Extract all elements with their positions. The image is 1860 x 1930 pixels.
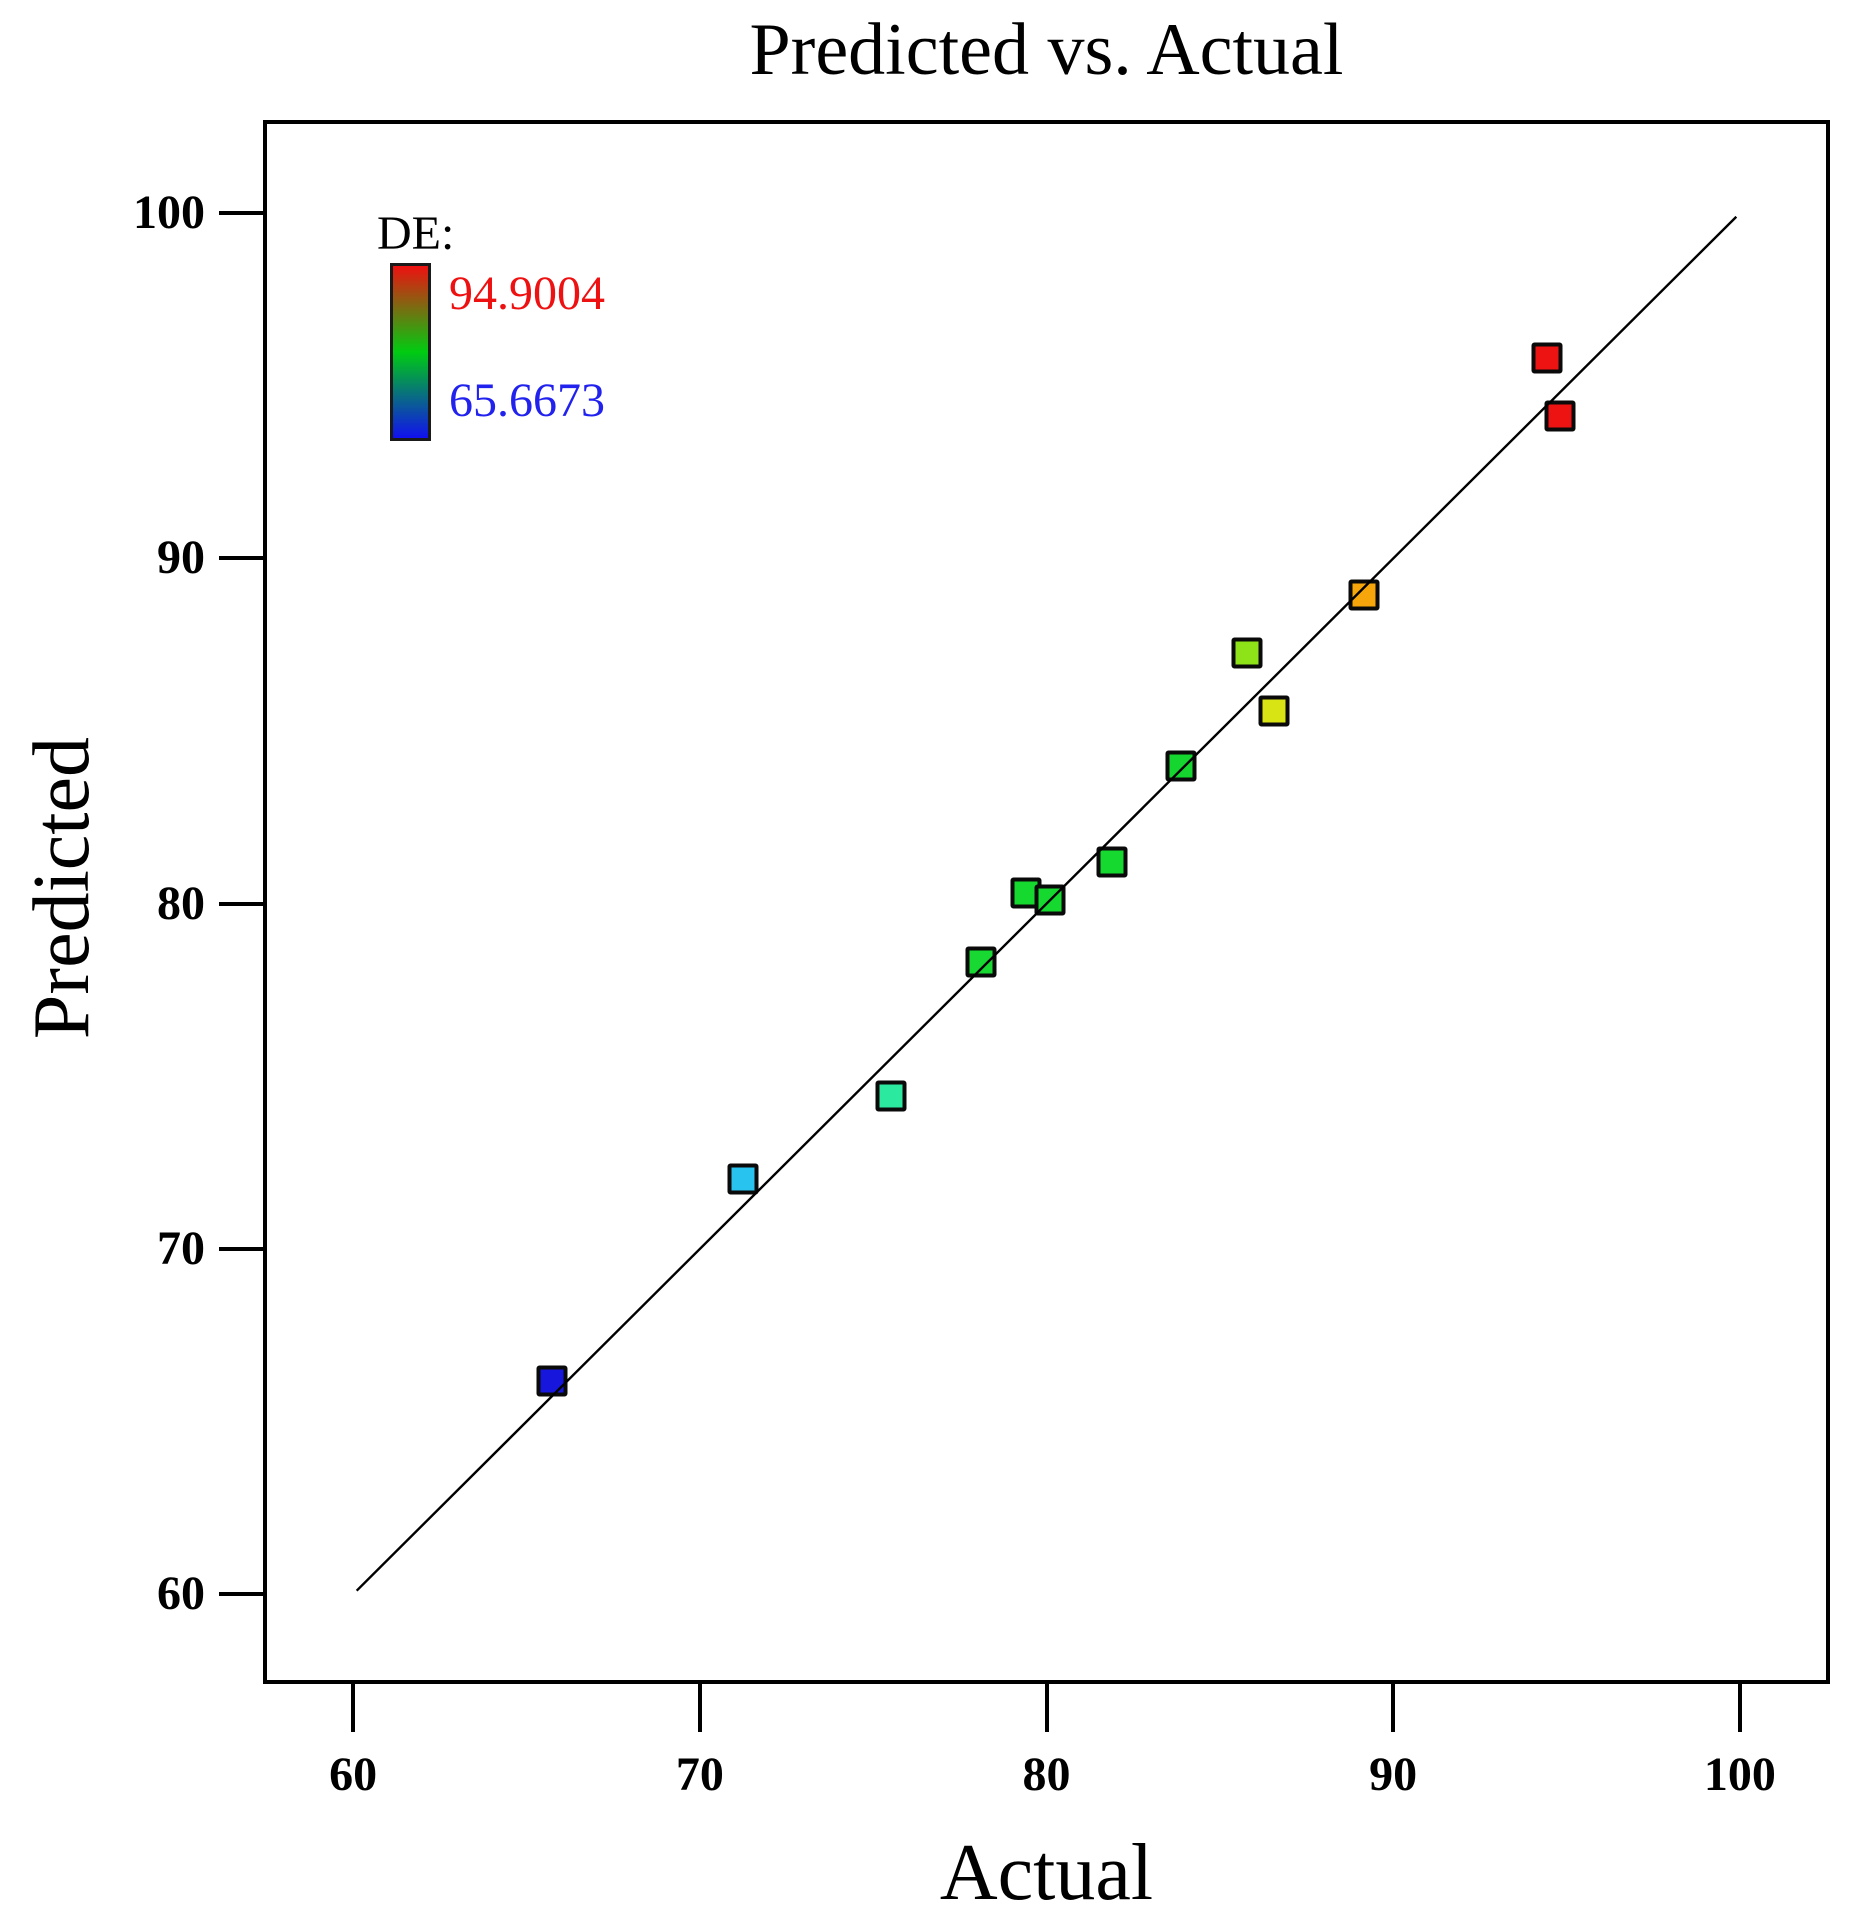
x-tick-mark — [697, 1684, 702, 1732]
x-tick-mark — [1044, 1684, 1049, 1732]
y-tick-label: 80 — [157, 876, 205, 930]
x-tick-label: 100 — [1703, 1748, 1776, 1801]
x-tick-mark — [351, 1684, 356, 1732]
legend-max-value: 94.9004 — [449, 267, 605, 320]
data-point — [536, 1365, 568, 1397]
data-point — [1165, 750, 1197, 782]
x-tick-label: 90 — [1369, 1748, 1418, 1801]
data-point — [875, 1080, 907, 1112]
data-point — [1034, 884, 1066, 916]
data-point — [1544, 400, 1576, 432]
x-tick-label: 80 — [1022, 1748, 1071, 1801]
y-tick-label: 100 — [133, 186, 205, 240]
data-point — [965, 946, 997, 978]
x-tick-mark — [1737, 1684, 1742, 1732]
y-tick-mark — [219, 211, 263, 216]
y-tick-label: 60 — [157, 1567, 205, 1621]
x-tick-label: 70 — [675, 1748, 724, 1801]
legend-min-value: 65.6673 — [449, 374, 605, 427]
y-tick-mark — [219, 556, 263, 561]
legend-title: DE: — [377, 207, 455, 260]
x-axis-label: Actual — [939, 1829, 1154, 1917]
plot-area — [263, 120, 1830, 1684]
y-tick-label: 70 — [157, 1221, 205, 1275]
y-tick-mark — [219, 1246, 263, 1251]
data-point — [1096, 846, 1128, 878]
data-point — [727, 1163, 759, 1194]
x-tick-mark — [1391, 1684, 1396, 1732]
legend-color-bar — [390, 263, 431, 441]
y-tick-mark — [219, 1592, 263, 1597]
x-tick-label: 60 — [329, 1748, 378, 1801]
y-tick-mark — [219, 901, 263, 906]
data-point — [1531, 342, 1563, 374]
y-tick-label: 90 — [157, 531, 205, 585]
data-point — [1231, 637, 1263, 669]
data-point — [1258, 695, 1290, 727]
data-point — [1348, 579, 1380, 611]
chart-title: Predicted vs. Actual — [749, 9, 1344, 91]
